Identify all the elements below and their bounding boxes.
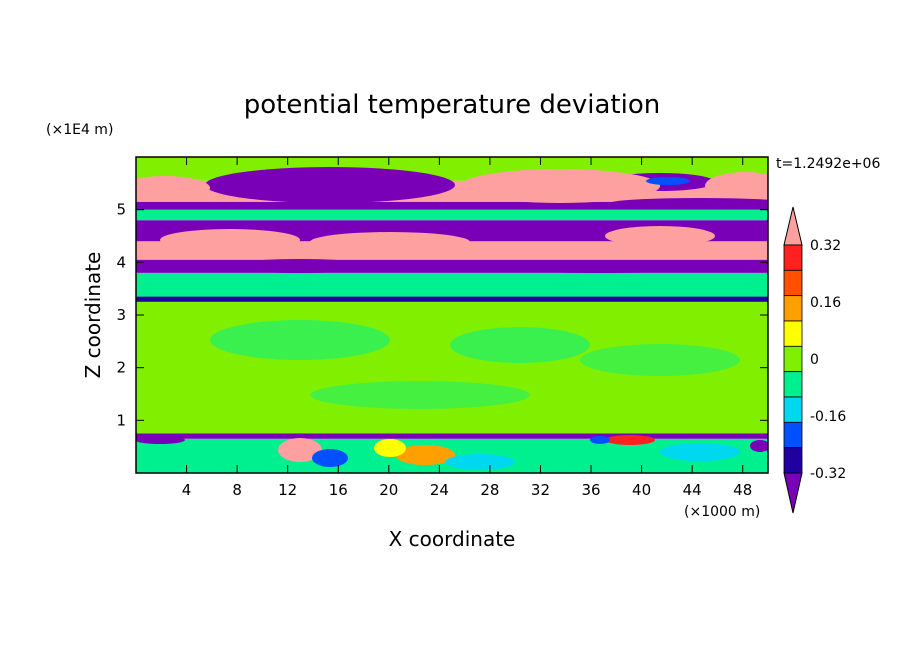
x-tick-label: 4	[182, 481, 192, 499]
purple-blob-lower-right	[490, 261, 710, 273]
x-tick-label: 44	[683, 481, 702, 499]
green-patch-4	[580, 344, 740, 376]
x-tick-label: 8	[232, 481, 242, 499]
blue-core	[646, 177, 690, 185]
colorbar-swatch	[783, 447, 803, 474]
colorbar-tick-label: -0.32	[810, 466, 846, 482]
y-unit-label: (×1E4 m)	[46, 122, 113, 138]
x-tick-label: 40	[632, 481, 651, 499]
turb-cyan-1	[445, 454, 515, 470]
y-axis-label: Z coordinate	[81, 252, 105, 379]
colorbar-max-triangle	[783, 206, 803, 246]
field-band-2	[136, 301, 768, 434]
x-axis: 4 8 12 16 20 24 28 32 36 40 44 48	[182, 157, 752, 499]
y-tick-label: 4	[116, 253, 126, 271]
x-tick-label: 28	[480, 481, 499, 499]
field-band-1	[136, 433, 768, 439]
colorbar-swatch	[783, 244, 803, 271]
field-band-8	[136, 209, 768, 221]
turb-blue-2	[590, 436, 610, 444]
turb-cyan-2	[660, 443, 740, 461]
turb-pink-1	[278, 438, 322, 462]
contour-field	[136, 157, 768, 473]
turb-blue-1	[312, 449, 348, 467]
colorbar-tick-label: 0.16	[810, 295, 841, 311]
pink-lobe-right	[705, 172, 768, 200]
colorbar-tick-label: -0.16	[810, 409, 846, 425]
pink-blob-upper	[160, 229, 300, 251]
y-tick-label: 1	[116, 411, 126, 429]
x-tick-label: 32	[531, 481, 550, 499]
x-tick-label: 12	[278, 481, 297, 499]
purple-layer-right	[610, 198, 768, 208]
green-patch-2	[450, 327, 590, 363]
colorbar: 0.32 0.16 0 -0.16 -0.32	[783, 206, 846, 514]
colorbar-tick-label: 0	[810, 352, 819, 368]
purple-blob-lower	[230, 259, 370, 273]
turb-orange-1	[395, 445, 455, 465]
colorbar-tick-label: 0.32	[810, 238, 841, 254]
y-tick-label: 5	[116, 201, 126, 219]
pink-lobe-left	[136, 176, 210, 200]
pink-blob-mid	[310, 232, 470, 252]
colorbar-swatch	[783, 269, 803, 297]
field-band-3	[136, 296, 768, 302]
colorbar-min-triangle	[783, 472, 803, 514]
x-unit-label: (×1000 m)	[684, 504, 760, 520]
pink-blob-right	[605, 226, 715, 246]
turb-yellow-1	[374, 439, 406, 457]
plot-area	[136, 157, 768, 473]
x-tick-label: 36	[581, 481, 600, 499]
y-tick-label: 3	[116, 306, 126, 324]
purple-lobe-left	[205, 167, 455, 203]
field-band-6	[136, 241, 768, 260]
green-patch-3	[310, 381, 530, 409]
turb-red-1	[605, 435, 655, 445]
green-patch-1	[210, 320, 390, 360]
colorbar-swatch	[783, 371, 803, 398]
field-band-9	[136, 201, 768, 210]
colorbar-swatch	[783, 320, 803, 347]
colorbar-swatch	[783, 345, 803, 373]
y-axis: 1 2 3 4 5	[116, 201, 768, 429]
x-tick-label: 24	[430, 481, 449, 499]
turb-purple-1	[136, 436, 185, 444]
chart-title: potential temperature deviation	[244, 90, 660, 120]
y-tick-label: 2	[116, 359, 126, 377]
time-label: t=1.2492e+06	[776, 156, 880, 172]
colorbar-swatch	[783, 295, 803, 322]
x-axis-label: X coordinate	[389, 527, 516, 551]
x-tick-label: 16	[329, 481, 348, 499]
field-band-4	[136, 272, 768, 297]
pink-lobe-center	[460, 169, 660, 203]
colorbar-swatch	[783, 396, 803, 423]
contour-detail-shapes	[136, 167, 768, 470]
turb-purple-2	[750, 440, 768, 452]
x-tick-label: 48	[733, 481, 752, 499]
colorbar-swatch	[783, 421, 803, 449]
x-tick-label: 20	[379, 481, 398, 499]
